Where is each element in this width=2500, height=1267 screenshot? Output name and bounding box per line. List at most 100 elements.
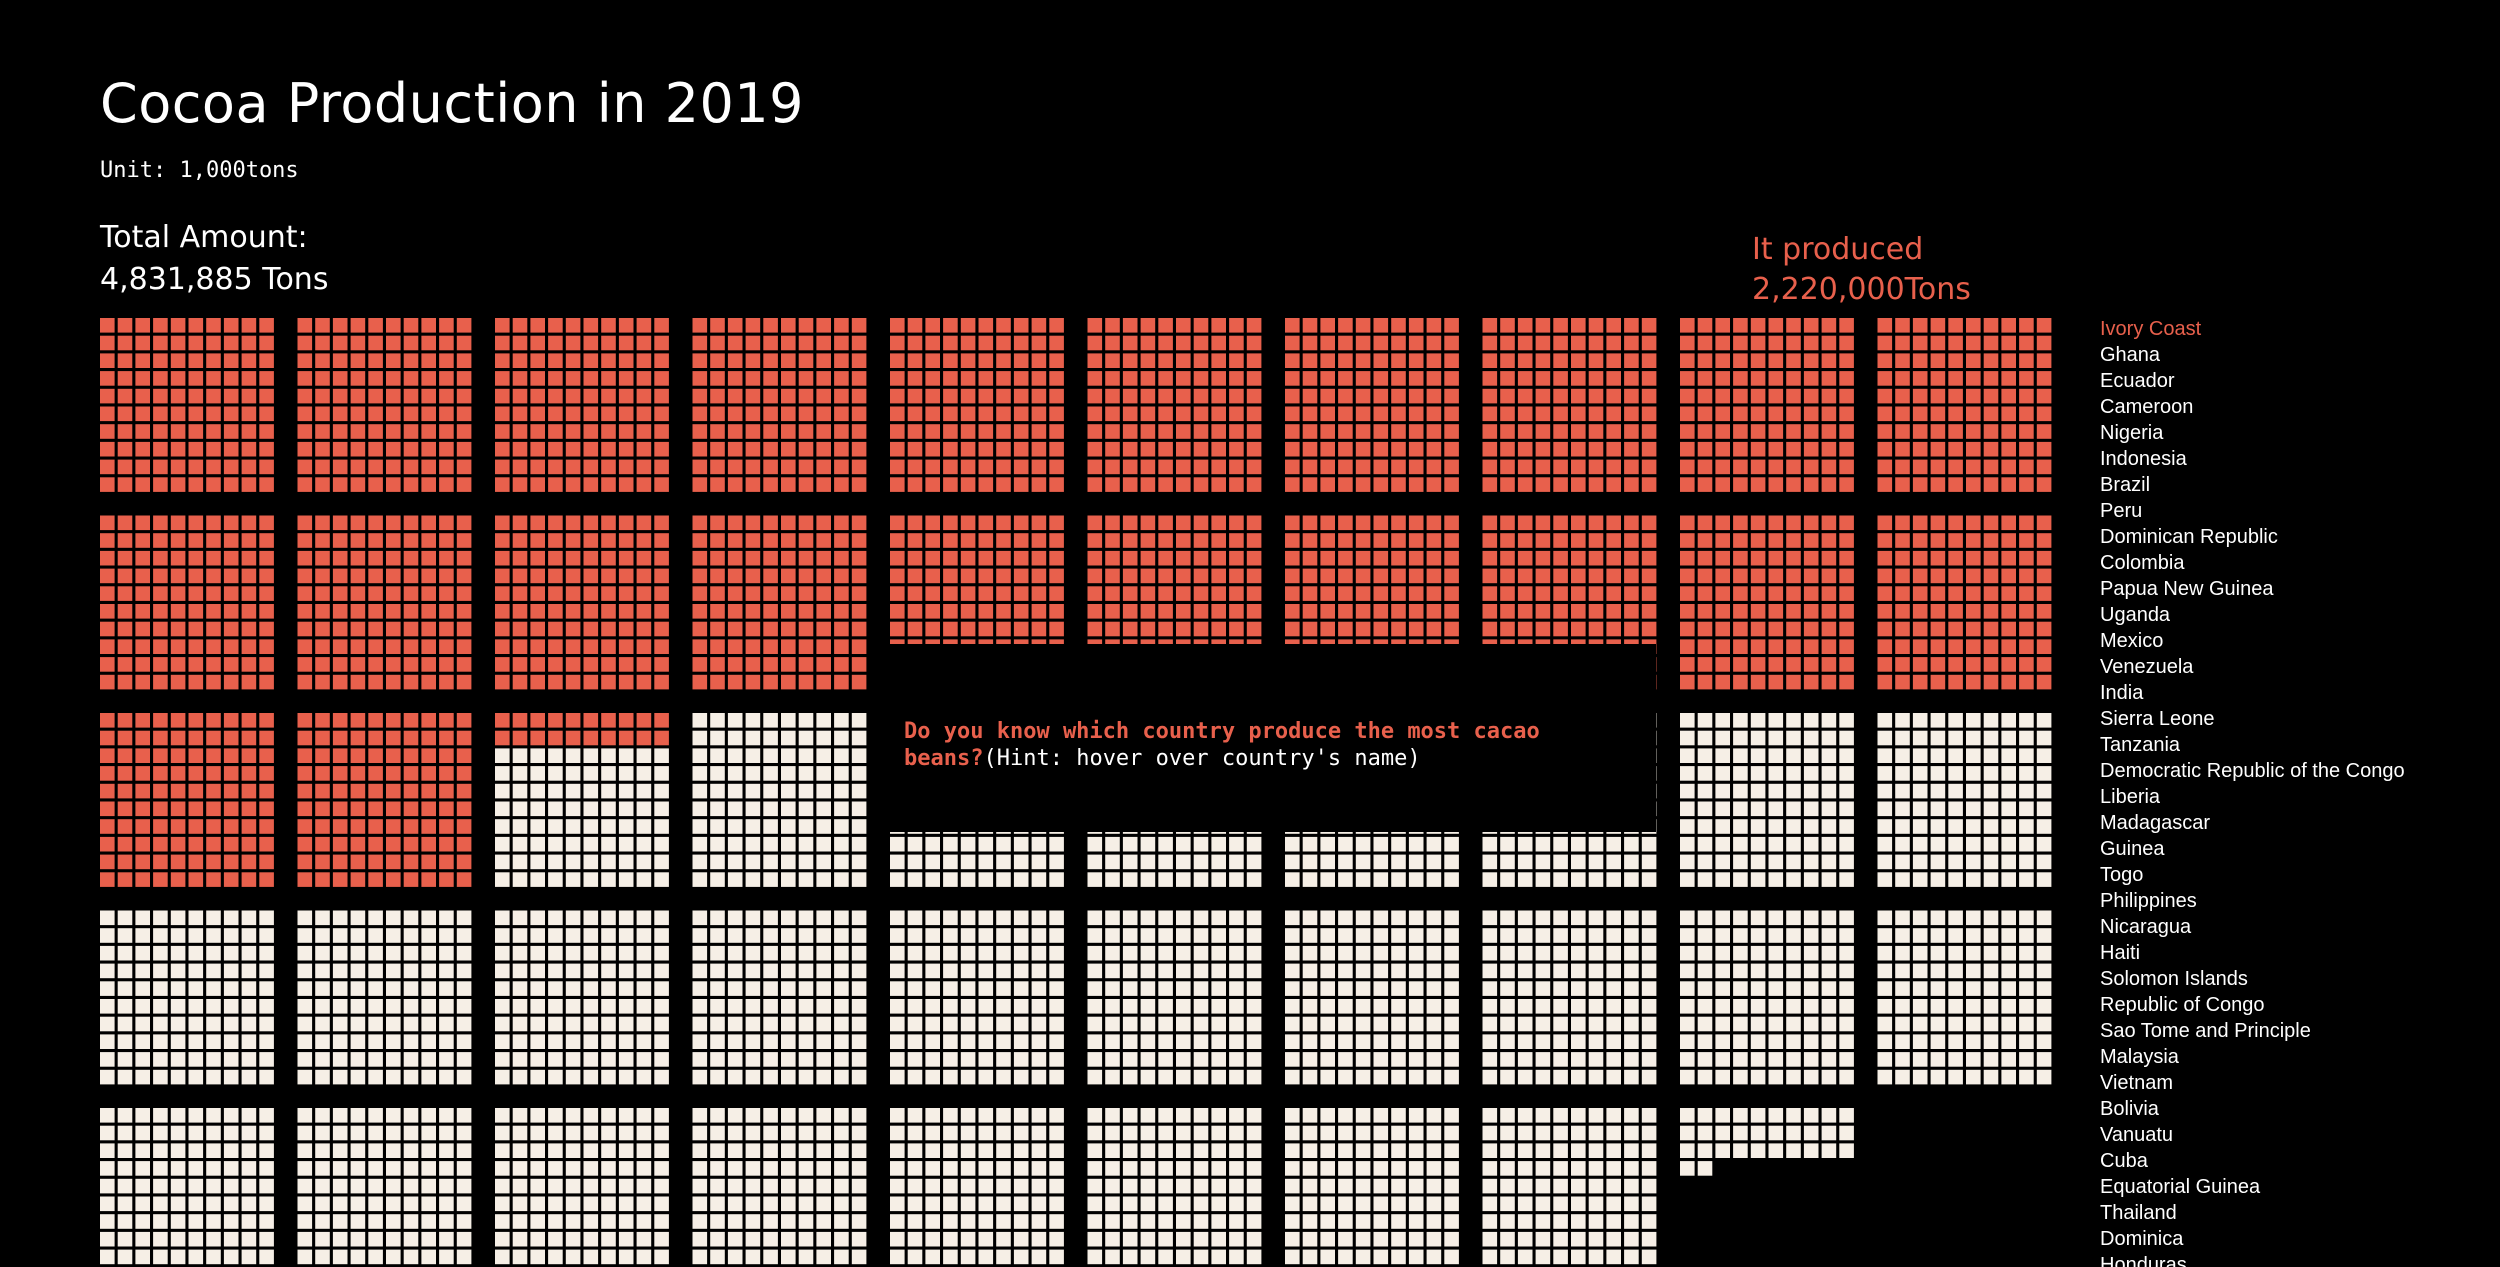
country-item[interactable]: Brazil: [2100, 474, 2151, 496]
country-item[interactable]: Venezuela: [2100, 656, 2194, 678]
cell: [170, 981, 186, 996]
cell: [890, 836, 905, 852]
highlight-cell: [1355, 441, 1371, 457]
country-item[interactable]: Indonesia: [2100, 448, 2187, 470]
country-item[interactable]: Philippines: [2100, 890, 2197, 912]
highlight-cell: [1877, 441, 1893, 457]
cell: [907, 945, 923, 961]
highlight-cell: [907, 318, 923, 333]
highlight-cell: [1588, 621, 1604, 637]
country-item[interactable]: Cameroon: [2100, 396, 2194, 418]
highlight-cell: [1750, 604, 1766, 619]
highlight-cell: [1821, 639, 1837, 654]
country-item[interactable]: Vanuatu: [2100, 1124, 2174, 1146]
cell: [1948, 730, 1963, 746]
country-item[interactable]: Nigeria: [2100, 422, 2164, 444]
highlight-cell: [1571, 568, 1586, 584]
cell: [710, 1231, 725, 1247]
cell: [1750, 1069, 1766, 1085]
cell: [512, 928, 528, 943]
highlight-cell: [907, 515, 923, 531]
country-item[interactable]: Colombia: [2100, 552, 2185, 574]
cell: [601, 801, 616, 817]
country-item[interactable]: Papua New Guinea: [2100, 578, 2274, 600]
highlight-cell: [1624, 335, 1639, 351]
highlight-cell: [1246, 406, 1262, 422]
highlight-cell: [117, 424, 133, 439]
cell: [890, 854, 905, 870]
highlight-cell: [727, 441, 743, 457]
country-item[interactable]: Republic of Congo: [2100, 994, 2265, 1016]
cell: [117, 1196, 133, 1212]
country-item[interactable]: Haiti: [2100, 942, 2141, 964]
highlight-cell: [1444, 604, 1459, 619]
cell: [816, 801, 831, 817]
country-item[interactable]: Cuba: [2100, 1150, 2148, 1172]
country-item[interactable]: Ivory Coast: [2100, 318, 2202, 340]
cell: [223, 999, 239, 1014]
country-item[interactable]: Vietnam: [2100, 1072, 2174, 1094]
country-item[interactable]: Sao Tome and Principle: [2100, 1020, 2311, 1042]
country-item[interactable]: Guinea: [2100, 838, 2165, 860]
highlight-cell: [100, 639, 115, 654]
highlight-cell: [816, 477, 831, 492]
cell: [259, 981, 274, 996]
country-item[interactable]: Thailand: [2100, 1202, 2177, 1224]
cell: [1355, 928, 1371, 943]
cell: [1697, 981, 1713, 996]
country-item[interactable]: Dominican Republic: [2100, 526, 2278, 548]
highlight-cell: [710, 586, 725, 601]
cell: [439, 963, 454, 979]
highlight-cell: [1122, 586, 1138, 601]
highlight-cell: [1087, 424, 1103, 439]
country-item[interactable]: Uganda: [2100, 604, 2171, 626]
country-item[interactable]: Equatorial Guinea: [2100, 1176, 2261, 1198]
cell: [1140, 1034, 1156, 1049]
highlight-cell: [1391, 477, 1406, 492]
country-item[interactable]: Nicaragua: [2100, 916, 2192, 938]
country-item[interactable]: Dominica: [2100, 1228, 2184, 1250]
cell: [601, 999, 616, 1014]
country-item[interactable]: Mexico: [2100, 630, 2164, 652]
highlight-cell: [2036, 550, 2052, 566]
cell: [495, 1196, 510, 1212]
cell: [530, 819, 545, 834]
country-item[interactable]: Malaysia: [2100, 1046, 2179, 1068]
country-item[interactable]: Democratic Republic of the Congo: [2100, 760, 2405, 782]
cell: [1733, 836, 1748, 852]
highlight-cell: [943, 533, 958, 548]
cell: [530, 1196, 545, 1212]
highlight-cell: [727, 388, 743, 404]
cell: [978, 1143, 994, 1158]
highlight-cell: [890, 568, 905, 584]
highlight-cell: [1517, 441, 1533, 457]
country-item[interactable]: Honduras: [2100, 1254, 2187, 1267]
country-item[interactable]: Sierra Leone: [2100, 708, 2215, 730]
country-item[interactable]: Tanzania: [2100, 734, 2181, 756]
cell: [1839, 713, 1854, 728]
country-item[interactable]: Ghana: [2100, 344, 2161, 366]
highlight-cell: [565, 441, 581, 457]
highlight-cell: [960, 441, 976, 457]
cell: [350, 1069, 366, 1085]
highlight-cell: [315, 854, 330, 870]
country-item[interactable]: Bolivia: [2100, 1098, 2159, 1120]
cell: [1606, 945, 1621, 961]
cell: [297, 1069, 313, 1085]
cell: [2036, 945, 2052, 961]
country-item[interactable]: Liberia: [2100, 786, 2161, 808]
cell: [654, 910, 669, 926]
country-item[interactable]: Peru: [2100, 500, 2143, 522]
country-item[interactable]: Togo: [2100, 864, 2144, 886]
highlight-cell: [692, 639, 708, 654]
country-item[interactable]: Solomon Islands: [2100, 968, 2248, 990]
highlight-cell: [170, 621, 186, 637]
country-item[interactable]: India: [2100, 682, 2144, 704]
country-item[interactable]: Ecuador: [2100, 370, 2175, 392]
cell: [601, 854, 616, 870]
highlight-cell: [1912, 388, 1928, 404]
cell: [332, 945, 348, 961]
cell: [978, 945, 994, 961]
cell: [1211, 1052, 1226, 1067]
country-item[interactable]: Madagascar: [2100, 812, 2211, 834]
